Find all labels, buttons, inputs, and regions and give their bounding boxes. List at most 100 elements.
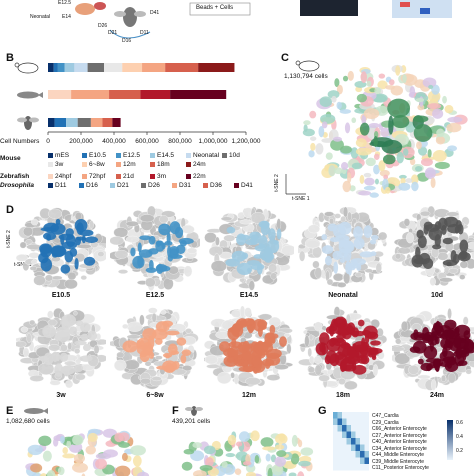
cell-cluster xyxy=(271,273,277,280)
legend-item: 24hpf xyxy=(48,173,71,180)
cell-cluster xyxy=(48,209,62,219)
heatmap-cell xyxy=(365,445,370,452)
cell-cluster xyxy=(427,103,441,109)
cell-cluster xyxy=(372,355,377,360)
cell-cluster xyxy=(298,461,311,467)
heatmap-cell xyxy=(351,445,356,452)
cell-cluster xyxy=(356,148,372,156)
cell-cluster xyxy=(433,150,447,162)
cell-cluster xyxy=(373,136,377,147)
cell-cluster xyxy=(62,447,68,454)
heatmap-cell xyxy=(333,425,338,432)
legend-item: D31 xyxy=(172,182,191,189)
legend-swatch xyxy=(48,174,53,179)
cell-cluster xyxy=(221,217,232,221)
tsne-panel-e12-5 xyxy=(110,206,200,292)
cell-cluster xyxy=(81,275,87,280)
cell-cluster xyxy=(305,335,310,347)
tsne-panel-e10-5 xyxy=(16,206,106,292)
cell-cluster xyxy=(122,340,137,352)
heatmap-cell xyxy=(347,432,352,439)
cell-cluster xyxy=(420,211,430,216)
cell-cluster xyxy=(30,463,42,472)
legend-label: D21 xyxy=(117,182,129,189)
cell-cluster xyxy=(85,445,96,454)
bar-segment-mouse-3 xyxy=(65,63,75,72)
cell-cluster xyxy=(411,182,419,192)
cell-cluster xyxy=(441,375,446,382)
cell-cluster xyxy=(413,116,428,123)
cell-cluster xyxy=(192,442,202,448)
label-beads-cells: Beads + Cells xyxy=(196,5,233,11)
cell-cluster xyxy=(342,181,351,192)
legend-item: 21d xyxy=(116,173,134,180)
cell-cluster xyxy=(333,273,343,281)
cell-cluster xyxy=(404,219,410,227)
heatmap-cell xyxy=(351,451,356,458)
cell-cluster xyxy=(118,442,130,448)
cell-cluster xyxy=(159,215,168,223)
legend-item: Neonatal xyxy=(186,152,219,159)
cell-cluster xyxy=(418,235,427,248)
legend-item: 10d xyxy=(222,152,240,159)
cell-cluster xyxy=(432,244,441,249)
cell-cluster xyxy=(366,158,376,167)
cell-cluster xyxy=(425,173,433,177)
cell-cluster xyxy=(89,221,94,229)
cell-cluster xyxy=(114,360,126,371)
cell-cluster xyxy=(31,260,37,264)
cell-cluster xyxy=(187,248,197,254)
cell-cluster xyxy=(410,346,421,353)
cell-cluster xyxy=(224,235,235,242)
cell-cluster xyxy=(439,278,452,283)
cell-cluster xyxy=(418,375,431,379)
panel-f-cell-count: 439,201 cells xyxy=(172,418,210,425)
cell-cluster xyxy=(61,366,71,371)
heatmap-cell xyxy=(333,464,338,471)
tsne-panel-label: 10d xyxy=(397,292,474,299)
legend-label: 22m xyxy=(193,173,206,180)
heatmap-cell xyxy=(365,438,370,445)
cell-cluster xyxy=(43,232,56,240)
legend-group-zebrafish: Zebrafish xyxy=(0,173,29,180)
legend-label: 24m xyxy=(193,161,206,168)
panel-f-drosophila-icon xyxy=(184,404,204,418)
cell-cluster xyxy=(211,260,227,272)
heatmap-cell xyxy=(342,464,347,471)
x-tick-label: 1,000,000 xyxy=(199,138,228,145)
heatmap-cell xyxy=(360,464,365,471)
cell-cluster xyxy=(321,234,327,240)
heatmap-cell xyxy=(338,464,343,471)
cell-cluster xyxy=(395,254,401,260)
cell-cluster xyxy=(379,73,386,78)
legend-item: E12.5 xyxy=(116,152,140,159)
cell-cluster xyxy=(126,221,139,226)
cell-cluster xyxy=(322,245,333,254)
heatmap-cell xyxy=(342,425,347,432)
cell-cluster xyxy=(186,328,192,333)
legend-item: 3w xyxy=(48,161,63,168)
drosophila-icon xyxy=(17,116,39,130)
bar-segment-mouse-8 xyxy=(142,63,165,72)
bar-segment-drosophila-1 xyxy=(55,118,67,127)
cell-cluster xyxy=(68,342,72,349)
cell-cluster xyxy=(446,212,459,217)
cell-cluster xyxy=(340,109,352,114)
cell-cluster xyxy=(94,345,99,354)
cell-cluster xyxy=(341,362,347,371)
cell-cluster xyxy=(180,240,187,246)
cell-cluster xyxy=(447,308,451,319)
cell-cluster xyxy=(378,232,387,240)
embryo-icon xyxy=(75,3,95,15)
cell-cluster xyxy=(444,320,456,330)
cell-cluster xyxy=(320,114,335,124)
cell-cluster xyxy=(264,332,275,344)
cell-cluster xyxy=(127,335,140,339)
cell-cluster xyxy=(356,138,367,147)
cell-cluster xyxy=(365,269,373,273)
cell-cluster xyxy=(167,246,171,257)
cell-cluster xyxy=(331,337,338,343)
heatmap-cell xyxy=(365,412,370,419)
cell-cluster xyxy=(115,466,130,476)
cell-cluster xyxy=(353,341,368,352)
